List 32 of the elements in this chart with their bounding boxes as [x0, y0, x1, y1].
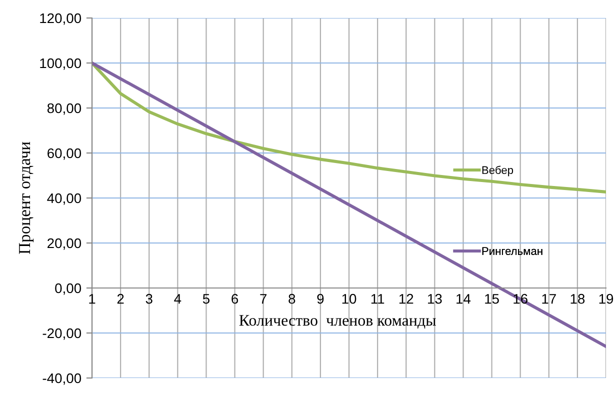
x-tick-label: 9 — [317, 294, 324, 304]
x-tick-label: 3 — [146, 294, 152, 304]
x-tick-label: 5 — [202, 294, 210, 304]
x-tick-label: 15 — [485, 294, 499, 304]
y-tick-label: 40,00 — [47, 193, 82, 205]
y-axis-title: Процент отдачи — [19, 142, 34, 254]
x-tick-label: 1 — [89, 294, 96, 304]
x-tick-label: 13 — [428, 294, 442, 304]
x-tick-label: 17 — [542, 294, 556, 304]
y-tick-label: 0,00 — [55, 283, 82, 295]
x-tick-label: 8 — [288, 294, 296, 304]
y-tick-label: -40,00 — [42, 373, 82, 385]
x-tick-label: 16 — [514, 294, 528, 304]
x-tick-label: 14 — [456, 294, 471, 304]
x-tick-label: 18 — [570, 294, 585, 304]
x-tick-label: 10 — [342, 294, 356, 304]
x-tick-label: 2 — [117, 294, 124, 304]
y-tick-label: 120,00 — [40, 13, 82, 25]
x-tick-label: 19 — [599, 294, 614, 304]
y-tick-label: 80,00 — [47, 103, 82, 115]
x-tick-label: 6 — [232, 294, 238, 304]
y-tick-label: 20,00 — [48, 238, 82, 250]
x-tick-label: 4 — [174, 294, 182, 304]
y-tick-label: 60,00 — [48, 148, 82, 160]
y-tick-label: -20,00 — [42, 328, 82, 340]
legend-label: Вебер — [482, 166, 514, 176]
x-axis-title: Количество членов команды — [239, 315, 436, 329]
y-tick-label: 100,00 — [40, 58, 82, 70]
legend-label: Рингельман — [482, 247, 542, 255]
x-tick-label: 11 — [371, 294, 384, 304]
x-tick-label: 7 — [260, 294, 266, 304]
x-tick-label: 12 — [399, 294, 414, 304]
